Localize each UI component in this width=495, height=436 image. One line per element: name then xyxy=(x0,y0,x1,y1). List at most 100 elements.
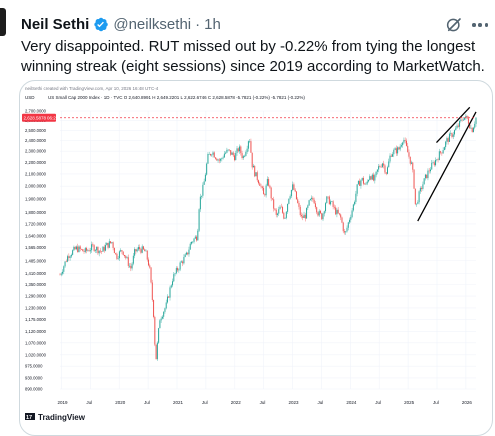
candle-body xyxy=(244,155,246,157)
candle-body xyxy=(332,201,334,207)
candle-body xyxy=(98,250,100,254)
candle-body xyxy=(474,123,476,128)
candle-body xyxy=(371,174,373,180)
candle-body xyxy=(307,205,309,209)
candle-body xyxy=(207,154,209,164)
candle-body xyxy=(102,246,104,252)
candle-body xyxy=(175,268,177,274)
candle-body xyxy=(295,191,297,200)
candle-body xyxy=(325,203,327,212)
candle-body xyxy=(155,344,157,360)
candle-body xyxy=(409,156,411,164)
candle-body xyxy=(398,147,400,150)
candle-body xyxy=(414,188,416,205)
candle-body xyxy=(173,274,175,282)
candle-body xyxy=(306,208,308,219)
candle-body xyxy=(129,265,131,267)
last-price-badge xyxy=(22,113,56,122)
candle-body xyxy=(282,207,284,213)
candle-body xyxy=(265,185,267,196)
y-tick-label: 1,020.0000 xyxy=(25,352,47,357)
candle-body xyxy=(111,242,113,244)
candle-body xyxy=(233,155,235,161)
candle-body xyxy=(455,128,457,131)
candle-body xyxy=(297,199,299,204)
y-tick-label: 930.0000 xyxy=(25,375,43,380)
more-options-icon[interactable] xyxy=(470,16,490,34)
candle-body xyxy=(202,184,204,196)
chart-grid xyxy=(60,110,476,390)
y-tick-label: 1,230.0000 xyxy=(25,305,47,310)
candle-body xyxy=(217,159,219,161)
candle-body xyxy=(359,180,361,186)
candle-body xyxy=(215,157,217,159)
tweet-media-chart[interactable]: neilSethi created with TradingView.com, … xyxy=(19,80,493,436)
candle-body xyxy=(437,159,439,161)
grok-icon[interactable] xyxy=(445,16,463,34)
candle-body xyxy=(311,197,313,199)
candle-body xyxy=(185,252,187,255)
candle-body xyxy=(365,183,367,185)
candle-body xyxy=(251,152,253,168)
author-handle[interactable]: @neilksethi xyxy=(113,15,192,33)
candle-body xyxy=(169,287,171,298)
candle-body xyxy=(309,198,311,201)
candle-body xyxy=(245,151,247,156)
candle-body xyxy=(146,250,148,260)
candle-body xyxy=(467,118,469,124)
candle-body xyxy=(113,247,115,254)
candle-body xyxy=(88,250,90,252)
candle-body xyxy=(235,152,237,161)
candle-body xyxy=(441,152,443,154)
candle-body xyxy=(223,153,225,158)
candle-body xyxy=(63,266,65,272)
candle-body xyxy=(231,152,233,155)
candle-body xyxy=(117,258,119,259)
candle-body xyxy=(72,250,74,255)
y-tick-label: 2,100.0000 xyxy=(25,171,47,176)
candle-body xyxy=(131,263,133,269)
candle-body xyxy=(342,222,344,232)
candle-body xyxy=(159,320,161,329)
candle-body xyxy=(456,125,458,129)
avatar[interactable] xyxy=(0,8,6,36)
candle-body xyxy=(472,127,474,133)
candle-body xyxy=(127,257,129,266)
candle-body xyxy=(189,243,191,250)
x-tick-label: Jul xyxy=(144,400,150,405)
candle-body xyxy=(270,187,272,199)
candle-body xyxy=(442,150,444,154)
candle-body xyxy=(256,172,258,181)
candle-body xyxy=(386,167,388,174)
candle-body xyxy=(428,170,430,172)
candle-body xyxy=(389,155,391,162)
candle-body xyxy=(380,166,382,168)
candle-body xyxy=(204,174,206,182)
trendline-upper xyxy=(436,106,471,144)
candle-body xyxy=(352,204,354,211)
candle-body xyxy=(130,265,132,269)
y-tick-label: 2,200.0000 xyxy=(25,160,47,165)
candle-body xyxy=(179,262,181,270)
candle-body xyxy=(350,216,352,220)
candle-body xyxy=(261,186,263,188)
candle-body xyxy=(120,250,122,252)
candle-body xyxy=(99,250,101,252)
timestamp[interactable]: 1h xyxy=(204,15,221,33)
candle-body xyxy=(216,158,218,161)
candle-body xyxy=(460,119,462,121)
candle-body xyxy=(123,255,125,257)
candle-body xyxy=(276,213,278,215)
candle-body xyxy=(403,139,405,143)
author-name[interactable]: Neil Sethi xyxy=(21,15,90,33)
candle-body xyxy=(422,184,424,189)
candle-body xyxy=(316,207,318,213)
candle-body xyxy=(191,241,193,244)
candle-body xyxy=(135,249,137,252)
candle-body xyxy=(274,208,276,210)
candle-body xyxy=(288,198,290,204)
candle-body xyxy=(172,281,174,286)
candle-body xyxy=(426,174,428,179)
candle-body xyxy=(471,127,473,133)
